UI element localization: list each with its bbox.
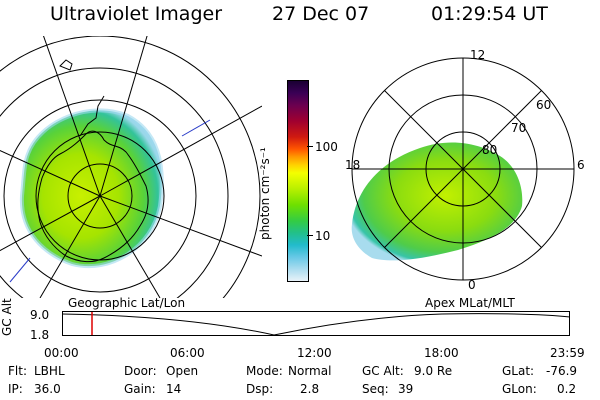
mlt-label-6: 6 [577,158,585,172]
ip-label: IP: [8,382,23,396]
gain-label: Gain: [124,382,156,396]
colorbar-unit-label: photon cm⁻²s⁻¹ [258,147,272,240]
mode-value: Normal [288,364,332,378]
orbit-timeline[interactable] [62,311,570,336]
timeline-ytick-low: 1.8 [30,328,50,342]
geographic-image-pane [0,36,262,298]
glon-label: GLon: [502,382,537,396]
mlat-label-80: 80 [482,143,498,157]
auroral-emission-right [351,142,523,261]
time-label: 01:29:54 UT [431,3,548,25]
seq-label: Seq: [362,382,389,396]
gcalt-label: GC Alt: [362,364,404,378]
geographic-caption: Geographic Lat/Lon [68,296,186,310]
door-value: Open [166,364,199,378]
ip-value: 36.0 [34,382,61,396]
dsp-value: 2.8 [300,382,320,396]
gain-value: 14 [166,382,182,396]
colorbar-tick-100 [307,146,313,147]
mlat-label-60: 60 [536,98,552,112]
glon-value: 0.2 [557,382,577,396]
flt-value: LBHL [34,364,65,378]
intensity-colorbar [287,80,309,282]
colorbar-label-100: 100 [315,140,338,154]
altitude-curve [62,313,570,336]
glat-label: GLat: [502,364,535,378]
timeline-xtick-1: 06:00 [170,346,205,360]
flt-label: Flt: [8,364,27,378]
glat-value: -76.9 [546,364,578,378]
gcalt-value: 9.0 Re [414,364,453,378]
mlt-label-0: 0 [468,278,476,292]
timeline-xtick-4: 23:59 [550,346,585,360]
magnetic-caption: Apex MLat/MLT [425,296,515,310]
timeline-xtick-2: 12:00 [297,346,332,360]
mode-label: Mode: [246,364,283,378]
timeline-ytick-high: 9.0 [30,308,50,322]
dsp-label: Dsp: [246,382,274,396]
instrument-title: Ultraviolet Imager [50,3,223,25]
mlt-label-12: 12 [470,48,486,62]
timeline-axis-label: GC Alt [0,298,14,336]
antarctica-coastline [37,130,149,263]
timeline-xtick-3: 18:00 [424,346,459,360]
date-label: 27 Dec 07 [272,3,370,25]
door-label: Door: [124,364,157,378]
mlt-label-18: 18 [345,158,361,172]
colorbar-tick-10 [307,235,313,236]
seq-value: 39 [398,382,414,396]
timeline-xtick-0: 00:00 [44,346,79,360]
magnetic-image-pane [351,57,575,281]
colorbar-label-10: 10 [315,229,331,243]
mlat-label-70: 70 [511,121,527,135]
